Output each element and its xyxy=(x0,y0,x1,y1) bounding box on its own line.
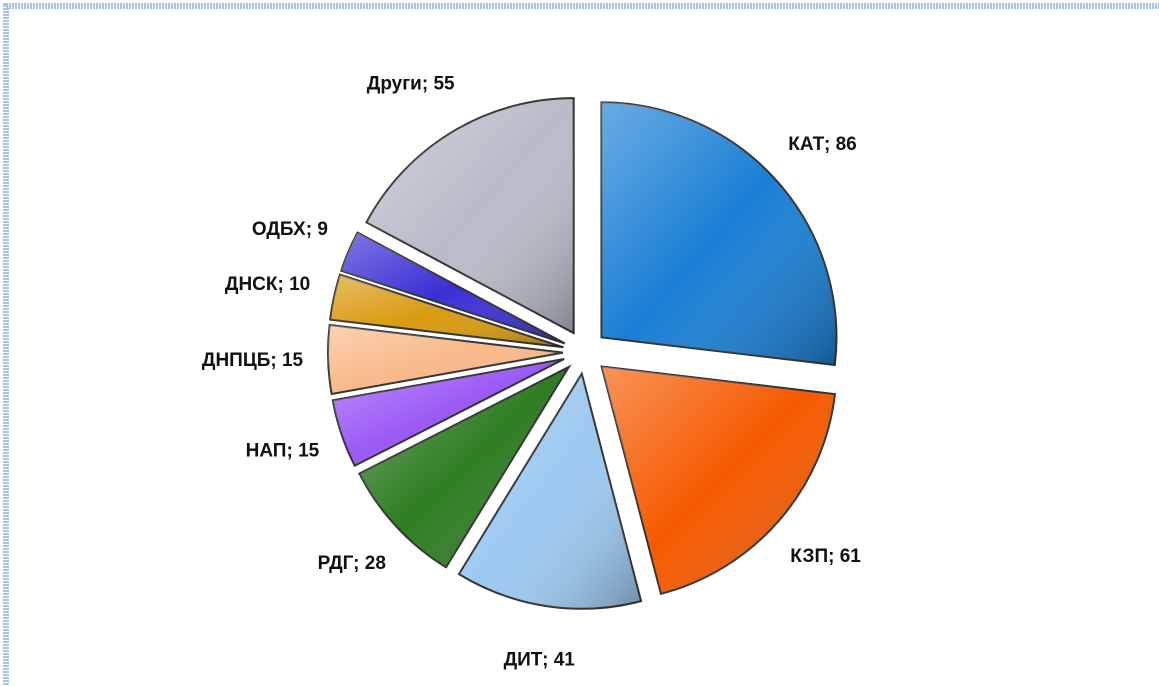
label-value: 55 xyxy=(433,73,455,94)
label-separator: ; xyxy=(353,553,365,574)
slice-shine xyxy=(458,373,642,609)
label-separator: ; xyxy=(306,219,318,240)
label-separator: ; xyxy=(824,134,836,155)
label-separator: ; xyxy=(286,440,298,461)
frame xyxy=(3,3,1159,686)
data-label: КЗП; 61 xyxy=(790,546,861,567)
data-label: Други; 55 xyxy=(367,73,455,94)
slice-shine xyxy=(366,98,574,334)
label-value: 9 xyxy=(317,219,328,240)
label-value: 10 xyxy=(289,274,310,295)
label-category: ДНСК xyxy=(225,274,278,295)
slice-shine xyxy=(359,366,569,568)
label-separator: ; xyxy=(422,73,434,94)
label-category: КЗП xyxy=(790,546,828,567)
label-category: ОДБХ xyxy=(252,219,306,240)
label-value: 41 xyxy=(554,650,576,671)
label-separator: ; xyxy=(542,650,554,671)
slice-shine xyxy=(332,359,565,466)
label-category: ДИТ xyxy=(504,650,543,671)
slice-shine xyxy=(330,274,564,348)
label-value: 61 xyxy=(840,546,862,567)
label-separator: ; xyxy=(270,350,282,371)
data-label: НАП; 15 xyxy=(246,440,320,461)
label-category: КАТ xyxy=(788,134,824,155)
data-label: КАТ; 86 xyxy=(788,134,856,155)
data-label: ОДБХ; 9 xyxy=(252,219,328,240)
label-value: 15 xyxy=(298,440,320,461)
slice-shine xyxy=(328,325,564,394)
label-separator: ; xyxy=(277,274,289,295)
data-label: ДИТ; 41 xyxy=(504,650,576,671)
slice-shine xyxy=(601,366,835,594)
label-category: РДГ xyxy=(318,553,354,574)
label-category: ДНПЦБ xyxy=(202,350,270,371)
label-value: 28 xyxy=(365,553,386,574)
label-separator: ; xyxy=(828,546,840,567)
slice-shine xyxy=(341,232,565,344)
data-label: РДГ; 28 xyxy=(318,553,386,574)
label-value: 86 xyxy=(836,134,857,155)
label-category: НАП xyxy=(246,440,287,461)
label-value: 15 xyxy=(282,350,304,371)
label-category: Други xyxy=(367,73,422,94)
data-label: ДНПЦБ; 15 xyxy=(202,350,304,371)
data-label: ДНСК; 10 xyxy=(225,274,310,295)
slice-shine xyxy=(601,102,837,366)
